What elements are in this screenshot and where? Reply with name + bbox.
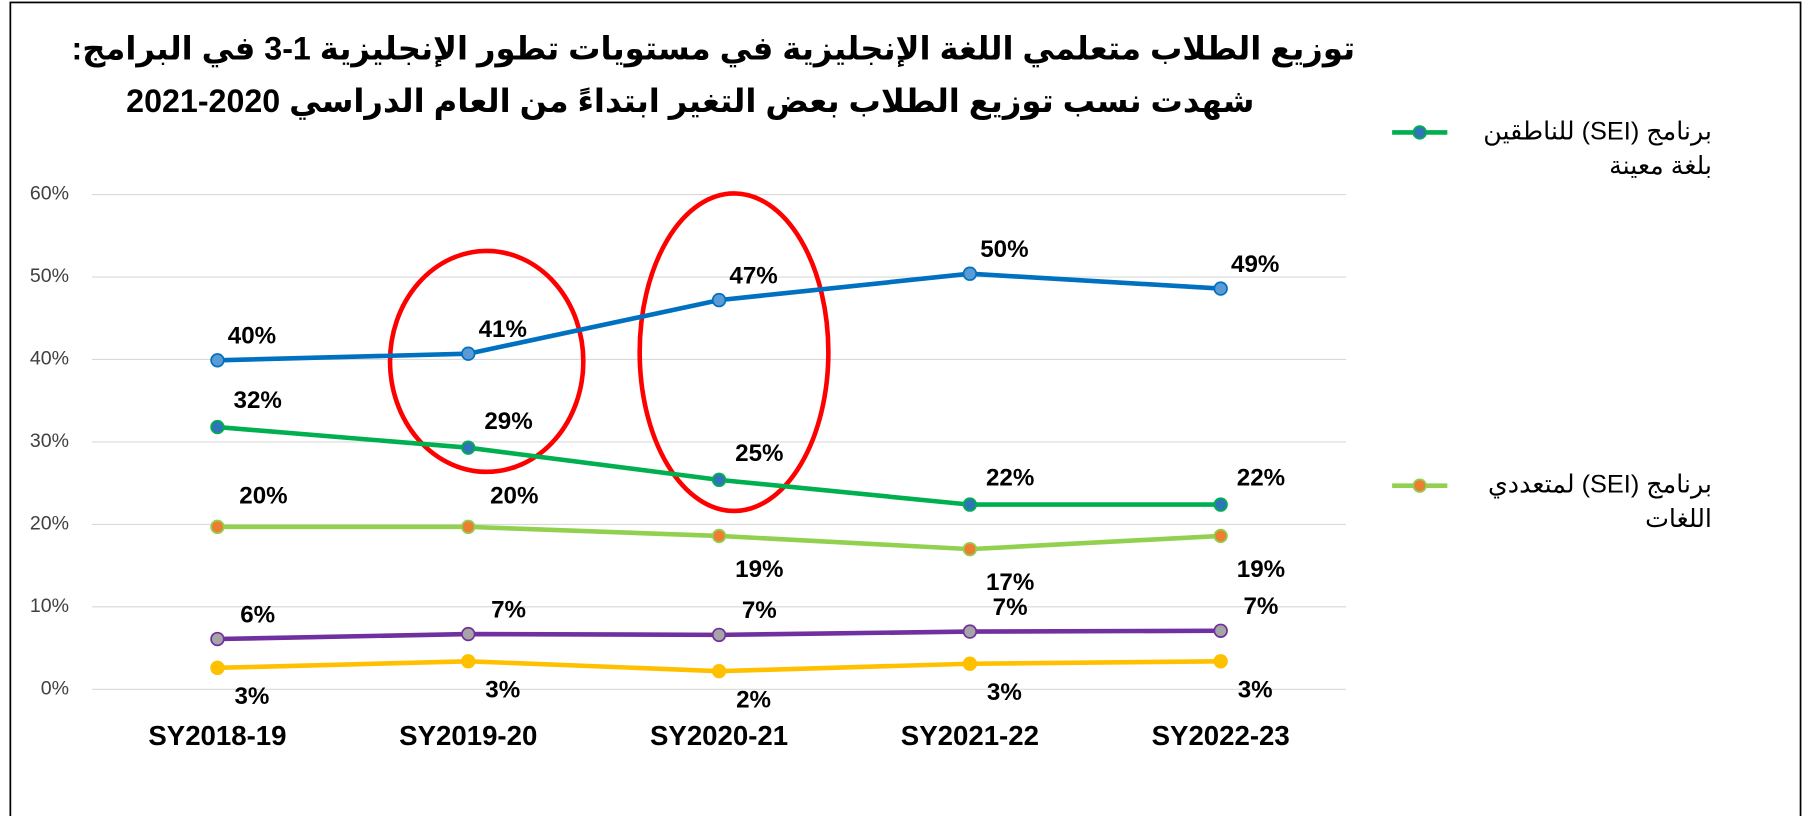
data-point	[962, 541, 978, 557]
data-label: 7%	[742, 597, 777, 624]
data-point	[461, 440, 476, 455]
x-tick-label: SY2018-19	[148, 720, 286, 751]
data-label: 22%	[986, 465, 1034, 492]
data-label: 7%	[491, 596, 526, 623]
data-label: 3%	[485, 677, 520, 704]
data-label: 7%	[1243, 593, 1278, 620]
data-point	[1213, 281, 1228, 296]
data-point	[461, 346, 476, 361]
data-point	[210, 519, 225, 535]
data-label: 25%	[735, 440, 783, 467]
data-point	[461, 626, 476, 642]
data-label: 3%	[235, 683, 270, 710]
x-tick-label: SY2021-22	[901, 720, 1039, 751]
data-label: 3%	[1238, 677, 1273, 704]
data-label: 32%	[234, 387, 282, 414]
data-label: 19%	[735, 556, 783, 583]
data-point	[210, 631, 225, 647]
data-point	[210, 419, 225, 435]
x-tick-label: SY2022-23	[1152, 720, 1290, 751]
y-tick-label: 30%	[30, 430, 69, 452]
data-point	[1213, 654, 1228, 669]
y-tick-label: 40%	[30, 348, 69, 370]
data-point	[1213, 623, 1228, 638]
data-point	[210, 660, 225, 676]
data-label: 29%	[484, 408, 532, 435]
data-point	[711, 627, 727, 643]
legend-item: برنامج (SEI) لمتعددي اللغات	[1487, 469, 1712, 533]
y-tick-label: 50%	[30, 265, 69, 287]
data-label: 47%	[729, 262, 777, 289]
chart-title: شهدت نسب توزيع الطلاب بعض التغير ابتداءً…	[126, 83, 1254, 120]
highlight-ellipse	[637, 191, 831, 514]
data-label: 49%	[1231, 251, 1279, 278]
data-label: 40%	[228, 323, 276, 350]
y-tick-label: 0%	[41, 677, 69, 699]
y-tick-label: 60%	[30, 183, 69, 205]
legend-label: برنامج (SEI) لمتعددي اللغات	[1487, 469, 1712, 533]
data-point	[461, 654, 476, 669]
data-label: 22%	[1237, 465, 1285, 492]
data-label: 17%	[986, 569, 1034, 596]
data-point	[962, 624, 978, 639]
data-label: 19%	[1237, 556, 1285, 583]
data-point	[711, 663, 727, 679]
data-label: 7%	[993, 594, 1028, 621]
data-point	[962, 497, 978, 512]
legend-label: برنامج (SEI) للناطقين بلغة معينة	[1483, 116, 1712, 180]
data-label: 2%	[736, 686, 771, 713]
data-point	[210, 353, 225, 368]
data-label: 3%	[987, 679, 1022, 706]
data-point	[1213, 528, 1228, 544]
data-label: 20%	[239, 482, 287, 509]
data-point	[962, 656, 978, 671]
data-point	[711, 472, 727, 488]
data-point	[1213, 497, 1228, 512]
legend-marker	[1412, 125, 1427, 140]
chart-title: توزيع الطلاب متعلمي اللغة الإنجليزية في …	[71, 30, 1355, 67]
y-tick-label: 10%	[30, 595, 69, 617]
data-point	[711, 292, 727, 308]
data-point	[711, 528, 727, 544]
data-label: 20%	[490, 482, 538, 509]
chart-frame	[9, 1, 1802, 816]
data-label: 50%	[980, 236, 1028, 263]
y-tick-label: 20%	[30, 513, 69, 535]
data-label: 6%	[240, 601, 275, 628]
highlight-ellipse	[387, 248, 586, 475]
legend-marker	[1412, 478, 1427, 493]
x-tick-label: SY2019-20	[399, 720, 537, 751]
data-point	[461, 519, 476, 535]
data-point	[962, 266, 978, 281]
data-label: 41%	[479, 316, 527, 343]
legend-item: برنامج (SEI) للناطقين بلغة معينة	[1483, 116, 1712, 180]
x-tick-label: SY2020-21	[650, 720, 788, 751]
